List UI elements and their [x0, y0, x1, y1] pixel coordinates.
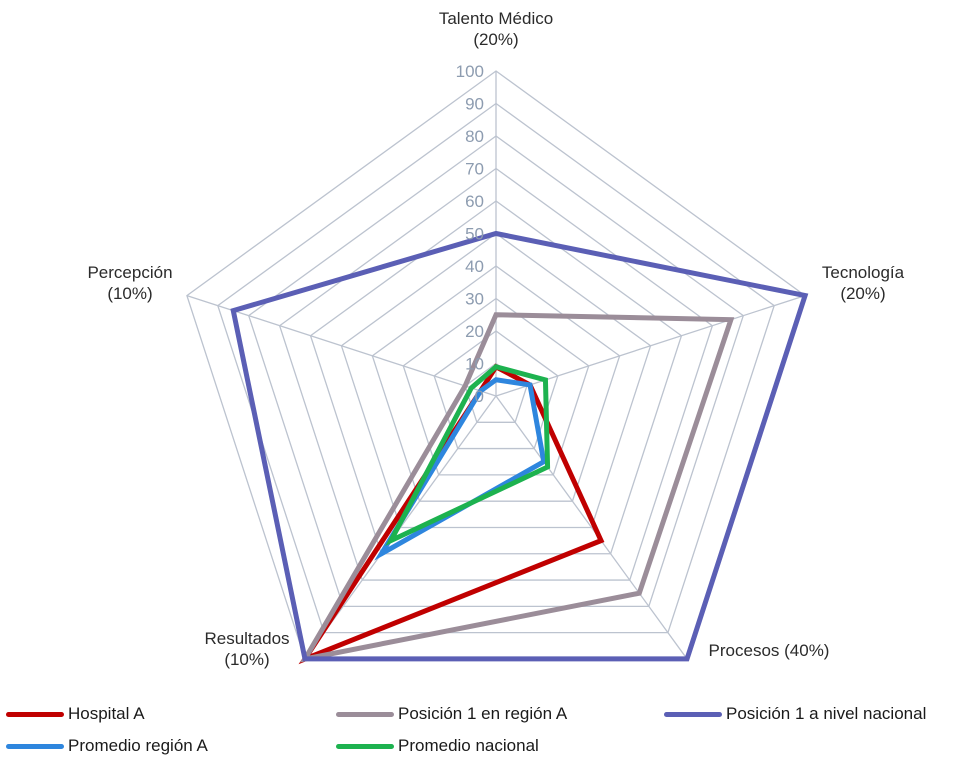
grid-ring	[402, 297, 590, 476]
grid-ring	[309, 200, 683, 555]
category-label: Resultados (10%)	[192, 628, 302, 670]
grid-ring	[433, 330, 559, 450]
category-label: Talento Médico (20%)	[416, 8, 576, 50]
legend-item: Promedio región A	[6, 736, 208, 756]
tick-label: 80	[465, 127, 484, 146]
tick-label: 30	[465, 290, 484, 309]
legend-label: Posición 1 a nivel nacional	[726, 704, 927, 723]
legend-swatch	[6, 743, 64, 749]
legend-item: Hospital A	[6, 704, 145, 724]
legend-item: Promedio nacional	[336, 736, 539, 756]
legend-label: Promedio nacional	[398, 736, 539, 755]
grid-spoke	[495, 395, 688, 660]
legend-label: Promedio región A	[68, 736, 208, 755]
grid-ring	[340, 232, 652, 529]
category-label: Tecnología (20%)	[800, 262, 926, 304]
tick-label: 10	[465, 355, 484, 374]
legend-item: Posición 1 a nivel nacional	[664, 704, 926, 724]
legend-label: Hospital A	[68, 704, 145, 723]
category-label: Percepción (10%)	[60, 262, 200, 304]
category-label-name: Tecnología	[821, 263, 905, 282]
legend-swatch	[6, 711, 64, 717]
legend: Hospital A Posición 1 en región A Posición…	[0, 702, 976, 758]
category-label: Procesos (40%)	[684, 640, 854, 661]
tick-label: 0	[475, 387, 484, 406]
tick-label: 40	[465, 257, 484, 276]
tick-label: 50	[465, 225, 484, 244]
legend-swatch	[664, 711, 722, 717]
legend-item: Posición 1 en región A	[336, 704, 567, 724]
tick-label: 90	[465, 95, 484, 114]
radar-ticks: 0 10 20 30 40 50 60 70 80 90 100	[456, 62, 484, 406]
category-label-weight: (10%)	[224, 650, 270, 669]
series-line-2	[300, 312, 735, 663]
category-label-weight: (10%)	[107, 284, 153, 303]
tick-label: 70	[465, 160, 484, 179]
legend-label: Posición 1 en región A	[398, 704, 568, 723]
category-label-name: Procesos (40%)	[708, 641, 830, 660]
legend-swatch	[336, 711, 394, 717]
tick-label: 100	[456, 62, 484, 81]
grid-ring	[217, 102, 775, 634]
tick-label: 60	[465, 192, 484, 211]
grid-ring	[371, 265, 621, 502]
category-label-name: Resultados	[204, 629, 290, 648]
grid-ring	[247, 135, 745, 607]
radar-chart: 0 10 20 30 40 50 60 70 80 90 100	[186, 62, 809, 665]
category-label-weight: (20%)	[840, 284, 886, 303]
series-line-3	[230, 230, 809, 662]
category-label-name: Percepción	[87, 263, 173, 282]
tick-label: 20	[465, 322, 484, 341]
series-line-5	[385, 363, 551, 547]
legend-swatch	[336, 743, 394, 749]
category-label-name: Talento Médico	[438, 9, 554, 28]
category-label-weight: (20%)	[473, 30, 519, 49]
radar-series	[230, 230, 809, 665]
grid-spoke	[186, 294, 497, 397]
